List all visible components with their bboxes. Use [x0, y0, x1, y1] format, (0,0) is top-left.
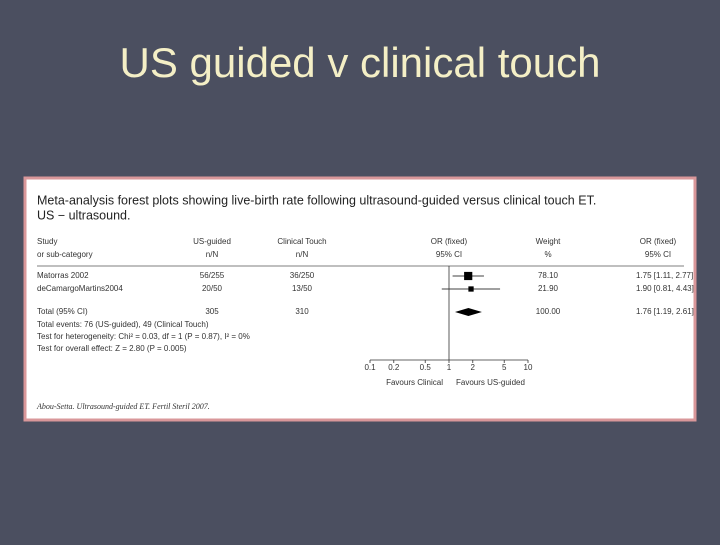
us-count: 56/255	[200, 271, 225, 280]
weight: 78.10	[538, 271, 559, 280]
ct-count: 310	[295, 307, 309, 316]
note: Total events: 76 (US-guided), 49 (Clinic…	[37, 320, 209, 329]
ct-count: 13/50	[292, 284, 313, 293]
note: Test for heterogeneity: Chi² = 0.03, df …	[37, 332, 250, 341]
figure-frame	[23, 176, 697, 422]
x-tick-label: 0.2	[388, 363, 400, 372]
study-name: Total (95% CI)	[37, 307, 88, 316]
weight: 21.90	[538, 284, 559, 293]
study-square	[464, 271, 473, 281]
or-ci: 1.90 [0.81, 4.43]	[636, 284, 694, 293]
x-tick-label: 10	[524, 363, 533, 372]
column-header: n/N	[206, 250, 219, 259]
study-square	[468, 286, 474, 292]
column-header: Study	[37, 237, 57, 246]
column-header: OR (fixed)	[640, 237, 677, 246]
column-header: Clinical Touch	[277, 237, 326, 246]
column-header: %	[544, 250, 551, 259]
study-name: Matorras 2002	[37, 271, 89, 280]
weight: 100.00	[536, 307, 561, 316]
pooled-diamond	[454, 308, 482, 316]
x-tick-label: 5	[502, 363, 507, 372]
column-header: 95% CI	[645, 250, 671, 259]
x-tick-label: 1	[447, 363, 452, 372]
note: Test for overall effect: Z = 2.80 (P = 0…	[37, 344, 187, 353]
us-count: 305	[205, 307, 219, 316]
study-name: deCamargoMartins2004	[37, 284, 123, 293]
chart-title: Meta-analysis forest plots showing live-…	[37, 193, 596, 207]
column-header: OR (fixed)	[431, 237, 468, 246]
column-header: Weight	[536, 237, 562, 246]
chart-subtitle: US − ultrasound.	[37, 208, 130, 222]
favours-left: Favours Clinical	[386, 378, 443, 387]
favours-right: Favours US-guided	[456, 378, 525, 387]
column-header: n/N	[296, 250, 309, 259]
x-tick-label: 0.5	[420, 363, 432, 372]
or-ci: 1.76 [1.19, 2.61]	[636, 307, 694, 316]
x-tick-label: 0.1	[364, 363, 376, 372]
source: Abou-Setta. Ultrasound-guided ET. Fertil…	[36, 402, 210, 411]
us-count: 20/50	[202, 284, 223, 293]
column-header: US-guided	[193, 237, 231, 246]
column-header: 95% CI	[436, 250, 462, 259]
ct-count: 36/250	[290, 271, 315, 280]
x-tick-label: 2	[471, 363, 476, 372]
or-ci: 1.75 [1.11, 2.77]	[636, 271, 693, 280]
slide-title: US guided v clinical touch	[120, 39, 601, 86]
column-header: or sub-category	[37, 250, 93, 259]
